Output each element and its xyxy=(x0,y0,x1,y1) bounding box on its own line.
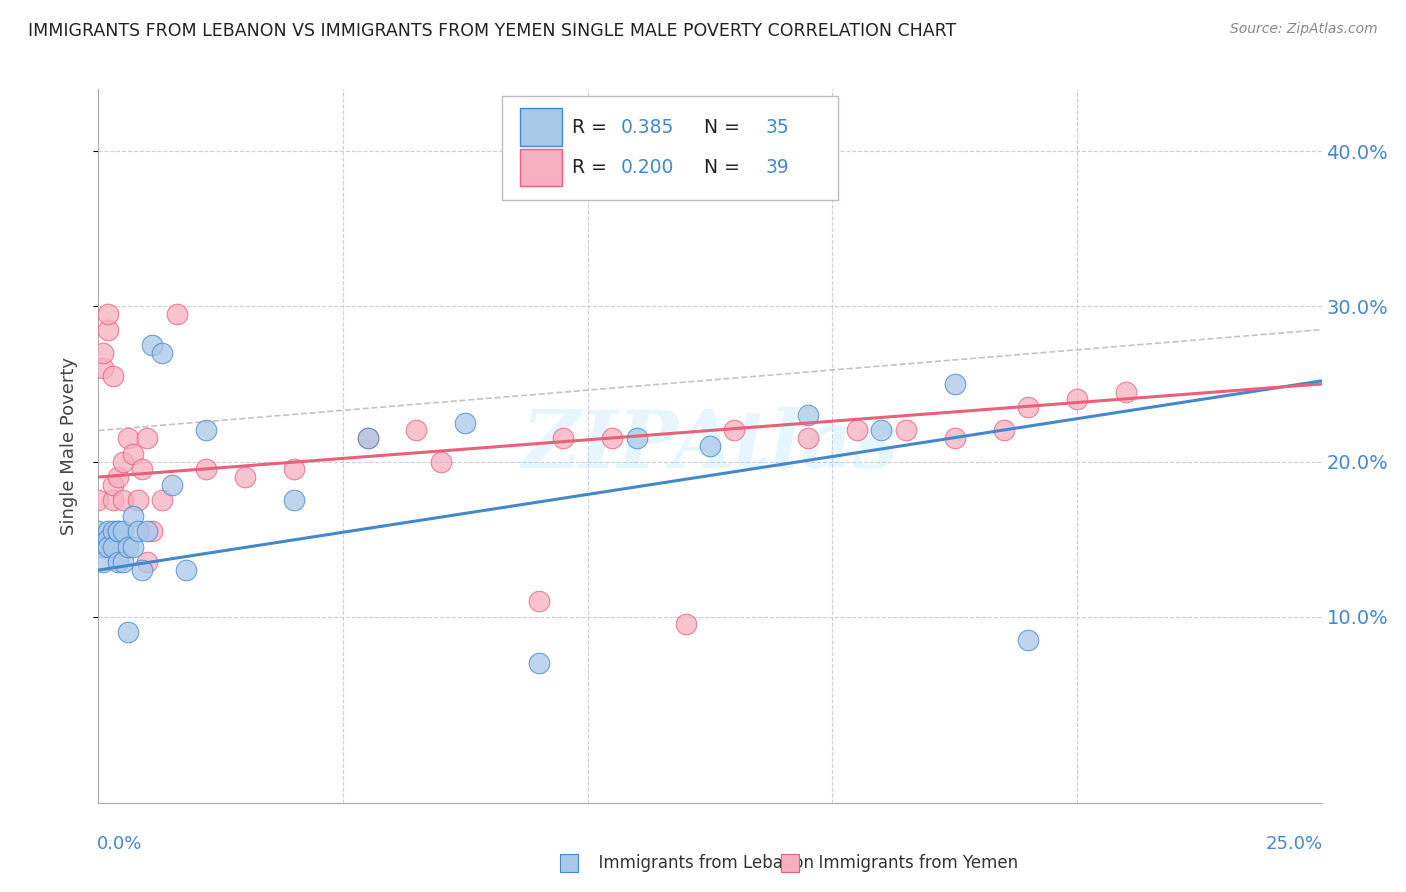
Text: 35: 35 xyxy=(765,118,789,136)
Text: R =: R = xyxy=(572,118,613,136)
Point xyxy=(141,338,163,352)
Point xyxy=(117,540,139,554)
Point xyxy=(91,555,114,569)
Text: N =: N = xyxy=(692,118,745,136)
Point xyxy=(195,462,218,476)
Text: N =: N = xyxy=(692,158,745,178)
FancyBboxPatch shape xyxy=(520,149,562,186)
Text: 0.385: 0.385 xyxy=(620,118,673,136)
FancyBboxPatch shape xyxy=(520,109,562,145)
Text: ZIPAtlas: ZIPAtlas xyxy=(522,408,898,484)
Point xyxy=(527,656,550,670)
Point xyxy=(136,555,159,569)
Point xyxy=(121,540,143,554)
Point xyxy=(430,454,453,468)
Point xyxy=(131,462,153,476)
Point xyxy=(111,493,134,508)
Point xyxy=(101,493,124,508)
Text: Immigrants from Yemen: Immigrants from Yemen xyxy=(808,855,1018,872)
Point xyxy=(127,524,149,539)
Point xyxy=(107,470,129,484)
Text: 0.0%: 0.0% xyxy=(97,835,142,853)
Point xyxy=(527,594,550,608)
Point xyxy=(101,477,124,491)
Point xyxy=(121,447,143,461)
Text: Immigrants from Lebanon: Immigrants from Lebanon xyxy=(588,855,814,872)
Point xyxy=(1017,632,1039,647)
Point xyxy=(797,431,820,445)
Point xyxy=(97,532,120,546)
Text: IMMIGRANTS FROM LEBANON VS IMMIGRANTS FROM YEMEN SINGLE MALE POVERTY CORRELATION: IMMIGRANTS FROM LEBANON VS IMMIGRANTS FR… xyxy=(28,22,956,40)
Text: 39: 39 xyxy=(765,158,789,178)
Point xyxy=(111,555,134,569)
Point xyxy=(107,524,129,539)
Point xyxy=(127,493,149,508)
Point xyxy=(166,307,188,321)
Point xyxy=(136,524,159,539)
Point xyxy=(870,424,893,438)
Point xyxy=(160,477,183,491)
FancyBboxPatch shape xyxy=(502,96,838,200)
Point xyxy=(91,361,114,376)
Point xyxy=(723,424,745,438)
Point xyxy=(233,470,256,484)
Point xyxy=(1017,401,1039,415)
Point xyxy=(117,431,139,445)
Point xyxy=(97,524,120,539)
Point xyxy=(101,524,124,539)
Point xyxy=(97,540,120,554)
Y-axis label: Single Male Poverty: Single Male Poverty xyxy=(59,357,77,535)
Point xyxy=(993,424,1015,438)
Point xyxy=(141,524,163,539)
Text: Source: ZipAtlas.com: Source: ZipAtlas.com xyxy=(1230,22,1378,37)
Point xyxy=(150,346,173,360)
Point xyxy=(675,617,697,632)
Point xyxy=(405,424,427,438)
Point xyxy=(283,493,305,508)
Point xyxy=(454,416,477,430)
Point xyxy=(107,524,129,539)
Point xyxy=(150,493,173,508)
Point xyxy=(553,431,575,445)
Point xyxy=(117,625,139,640)
Point xyxy=(176,563,198,577)
Point xyxy=(101,369,124,384)
Point xyxy=(97,307,120,321)
Point xyxy=(1115,384,1137,399)
Point xyxy=(894,424,917,438)
Point xyxy=(101,540,124,554)
Point xyxy=(87,493,110,508)
Text: 0.200: 0.200 xyxy=(620,158,673,178)
Point xyxy=(111,454,134,468)
Point xyxy=(356,431,378,445)
Text: R =: R = xyxy=(572,158,613,178)
Point xyxy=(283,462,305,476)
Point xyxy=(195,424,218,438)
Point xyxy=(121,508,143,523)
Text: 25.0%: 25.0% xyxy=(1265,835,1323,853)
Point xyxy=(943,431,966,445)
Point xyxy=(131,563,153,577)
Point xyxy=(91,346,114,360)
Point xyxy=(107,555,129,569)
Point xyxy=(356,431,378,445)
Point xyxy=(626,431,648,445)
Point xyxy=(699,439,721,453)
Point xyxy=(136,431,159,445)
Point xyxy=(87,524,110,539)
Point xyxy=(1066,392,1088,407)
Point xyxy=(97,323,120,337)
Point xyxy=(943,376,966,391)
Point xyxy=(91,540,114,554)
Point xyxy=(845,424,868,438)
Point xyxy=(111,524,134,539)
Point xyxy=(600,431,623,445)
Point xyxy=(797,408,820,422)
